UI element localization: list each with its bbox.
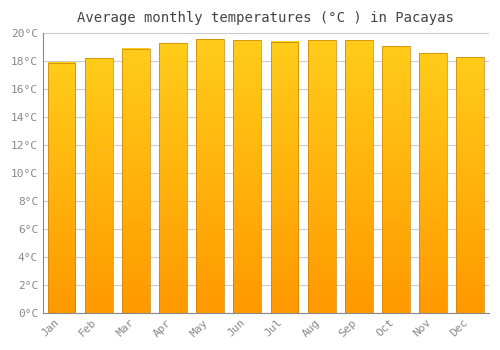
- Bar: [159, 43, 187, 313]
- Title: Average monthly temperatures (°C ) in Pacayas: Average monthly temperatures (°C ) in Pa…: [78, 11, 454, 25]
- Bar: [345, 40, 373, 313]
- Bar: [456, 57, 484, 313]
- Bar: [122, 49, 150, 313]
- Bar: [234, 40, 262, 313]
- Bar: [419, 53, 447, 313]
- Bar: [270, 42, 298, 313]
- Bar: [48, 63, 76, 313]
- Bar: [382, 46, 410, 313]
- Bar: [308, 40, 336, 313]
- Bar: [196, 39, 224, 313]
- Bar: [85, 58, 112, 313]
